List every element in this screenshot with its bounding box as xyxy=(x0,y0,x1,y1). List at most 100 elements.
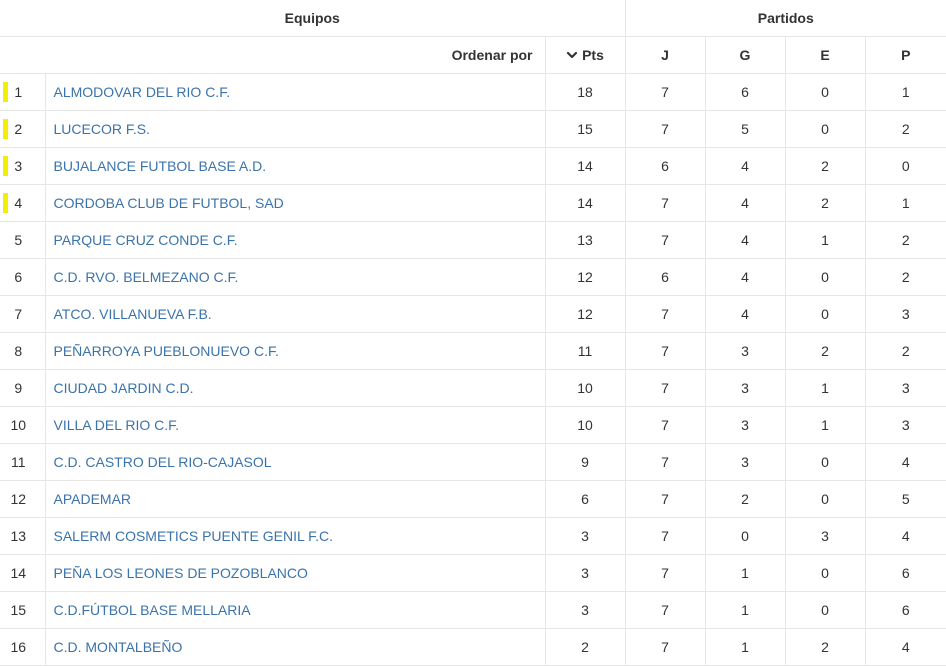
played-cell: 7 xyxy=(625,184,706,222)
team-link[interactable]: BUJALANCE FUTBOL BASE A.D. xyxy=(53,158,267,174)
position-number: 1 xyxy=(14,84,23,100)
team-link[interactable]: C.D. CASTRO DEL RIO-CAJASOL xyxy=(53,454,272,470)
won-cell: 4 xyxy=(705,295,786,333)
drawn-cell: 1 xyxy=(785,369,866,407)
position-cell: 7 xyxy=(0,295,46,333)
played-cell: 7 xyxy=(625,517,706,555)
position-cell: 12 xyxy=(0,480,46,518)
won-cell: 3 xyxy=(705,406,786,444)
team-cell: C.D. RVO. BELMEZANO C.F. xyxy=(45,258,546,296)
position-cell: 8 xyxy=(0,332,46,370)
position-cell: 16 xyxy=(0,628,46,666)
points-cell: 10 xyxy=(545,406,626,444)
points-cell: 18 xyxy=(545,73,626,111)
played-cell: 7 xyxy=(625,221,706,259)
team-cell: C.D.FÚTBOL BASE MELLARIA xyxy=(45,591,546,629)
team-link[interactable]: CORDOBA CLUB DE FUTBOL, SAD xyxy=(53,195,284,211)
position-number: 9 xyxy=(14,380,23,396)
table-row: 11 C.D. CASTRO DEL RIO-CAJASOL 9 7 3 0 4 xyxy=(0,443,946,481)
table-row: 2 LUCECOR F.S. 15 7 5 0 2 xyxy=(0,110,946,148)
team-link[interactable]: C.D.FÚTBOL BASE MELLARIA xyxy=(53,602,251,618)
team-cell: APADEMAR xyxy=(45,480,546,518)
points-cell: 15 xyxy=(545,110,626,148)
lost-cell: 3 xyxy=(865,295,946,333)
played-cell: 7 xyxy=(625,443,706,481)
position-number: 14 xyxy=(10,565,27,581)
table-row: 12 APADEMAR 6 7 2 0 5 xyxy=(0,480,946,518)
team-cell: SALERM COSMETICS PUENTE GENIL F.C. xyxy=(45,517,546,555)
points-cell: 3 xyxy=(545,554,626,592)
sort-by-points-button[interactable]: Pts xyxy=(545,36,626,74)
won-cell: 1 xyxy=(705,591,786,629)
team-link[interactable]: APADEMAR xyxy=(53,491,132,507)
order-by-label: Ordenar por xyxy=(0,36,546,74)
position-number: 7 xyxy=(14,306,23,322)
qualification-marker xyxy=(3,156,8,176)
team-link[interactable]: ATCO. VILLANUEVA F.B. xyxy=(53,306,212,322)
matches-group-header: Partidos xyxy=(625,0,946,37)
table-row: 1 ALMODOVAR DEL RIO C.F. 18 7 6 0 1 xyxy=(0,73,946,111)
points-cell: 9 xyxy=(545,443,626,481)
position-cell: 4 xyxy=(0,184,46,222)
points-cell: 14 xyxy=(545,184,626,222)
team-cell: PARQUE CRUZ CONDE C.F. xyxy=(45,221,546,259)
points-cell: 3 xyxy=(545,591,626,629)
played-cell: 7 xyxy=(625,369,706,407)
team-cell: LUCECOR F.S. xyxy=(45,110,546,148)
lost-cell: 2 xyxy=(865,258,946,296)
position-cell: 13 xyxy=(0,517,46,555)
table-row: 14 PEÑA LOS LEONES DE POZOBLANCO 3 7 1 0 6 xyxy=(0,554,946,592)
lost-cell: 6 xyxy=(865,554,946,592)
won-cell: 5 xyxy=(705,110,786,148)
drawn-cell: 0 xyxy=(785,110,866,148)
played-cell: 7 xyxy=(625,110,706,148)
drawn-cell: 2 xyxy=(785,184,866,222)
won-cell: 4 xyxy=(705,221,786,259)
team-link[interactable]: PARQUE CRUZ CONDE C.F. xyxy=(53,232,238,248)
team-cell: C.D. MONTALBEÑO xyxy=(45,628,546,666)
team-cell: BUJALANCE FUTBOL BASE A.D. xyxy=(45,147,546,185)
points-cell: 12 xyxy=(545,295,626,333)
played-cell: 7 xyxy=(625,628,706,666)
team-cell: PEÑARROYA PUEBLONUEVO C.F. xyxy=(45,332,546,370)
lost-cell: 4 xyxy=(865,517,946,555)
won-cell: 6 xyxy=(705,73,786,111)
table-row: 5 PARQUE CRUZ CONDE C.F. 13 7 4 1 2 xyxy=(0,221,946,259)
team-link[interactable]: ALMODOVAR DEL RIO C.F. xyxy=(53,84,231,100)
played-cell: 7 xyxy=(625,73,706,111)
won-cell: 3 xyxy=(705,443,786,481)
played-column-header: J xyxy=(625,36,706,74)
lost-cell: 1 xyxy=(865,184,946,222)
won-cell: 4 xyxy=(705,258,786,296)
points-cell: 2 xyxy=(545,628,626,666)
team-link[interactable]: C.D. RVO. BELMEZANO C.F. xyxy=(53,269,239,285)
group-header-row: Equipos Partidos xyxy=(0,0,946,37)
position-cell: 1 xyxy=(0,73,46,111)
team-link[interactable]: LUCECOR F.S. xyxy=(53,121,150,137)
teams-group-header: Equipos xyxy=(0,0,626,37)
chevron-down-icon xyxy=(566,51,578,59)
team-link[interactable]: PEÑARROYA PUEBLONUEVO C.F. xyxy=(53,343,279,359)
table-row: 8 PEÑARROYA PUEBLONUEVO C.F. 11 7 3 2 2 xyxy=(0,332,946,370)
position-cell: 5 xyxy=(0,221,46,259)
team-link[interactable]: SALERM COSMETICS PUENTE GENIL F.C. xyxy=(53,528,334,544)
won-cell: 1 xyxy=(705,554,786,592)
drawn-cell: 0 xyxy=(785,443,866,481)
team-link[interactable]: VILLA DEL RIO C.F. xyxy=(53,417,180,433)
position-cell: 11 xyxy=(0,443,46,481)
points-cell: 10 xyxy=(545,369,626,407)
position-cell: 2 xyxy=(0,110,46,148)
team-cell: C.D. CASTRO DEL RIO-CAJASOL xyxy=(45,443,546,481)
played-cell: 6 xyxy=(625,258,706,296)
team-link[interactable]: C.D. MONTALBEÑO xyxy=(53,639,183,655)
position-cell: 10 xyxy=(0,406,46,444)
table-row: 16 C.D. MONTALBEÑO 2 7 1 2 4 xyxy=(0,628,946,666)
points-cell: 11 xyxy=(545,332,626,370)
team-link[interactable]: PEÑA LOS LEONES DE POZOBLANCO xyxy=(53,565,308,581)
position-number: 15 xyxy=(10,602,27,618)
table-row: 7 ATCO. VILLANUEVA F.B. 12 7 4 0 3 xyxy=(0,295,946,333)
position-cell: 6 xyxy=(0,258,46,296)
lost-cell: 6 xyxy=(865,591,946,629)
played-cell: 7 xyxy=(625,480,706,518)
team-link[interactable]: CIUDAD JARDIN C.D. xyxy=(53,380,194,396)
